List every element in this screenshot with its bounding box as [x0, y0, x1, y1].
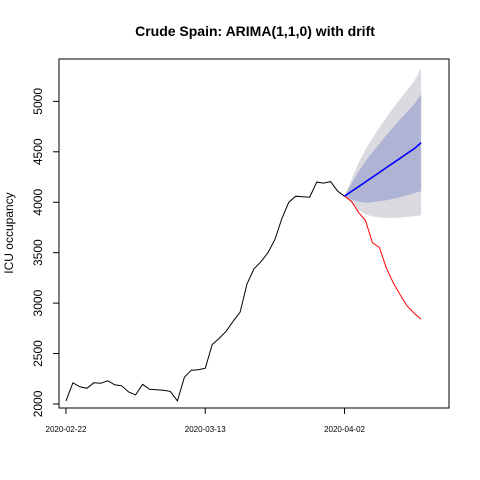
x-tick-label: 2020-03-13 [185, 425, 226, 434]
x-axis: 2020-02-22 2020-03-13 2020-04-02 [46, 407, 366, 434]
observed-line [65, 181, 345, 403]
forecast-80-band [344, 94, 422, 203]
y-tick-label: 2500 [31, 340, 45, 367]
chart-title: Crude Spain: ARIMA(1,1,0) with drift [135, 23, 375, 39]
y-tick-label: 4500 [31, 138, 45, 165]
actual-outcome-line [344, 195, 422, 320]
forecast-bands [344, 68, 422, 218]
y-tick-label: 5000 [31, 88, 45, 115]
y-axis: 2000 2500 3000 3500 4000 4500 5000 [31, 88, 60, 417]
x-tick-label: 2020-02-22 [46, 425, 87, 434]
y-tick-label: 3000 [31, 289, 45, 316]
y-axis-label: ICU occupancy [2, 192, 16, 273]
y-tick-label: 4000 [31, 189, 45, 216]
series-lines [65, 142, 422, 403]
forecast-mean-line [344, 142, 422, 197]
y-tick-label: 2000 [31, 390, 45, 417]
x-tick-label: 2020-04-02 [324, 425, 365, 434]
y-tick-label: 3500 [31, 239, 45, 266]
